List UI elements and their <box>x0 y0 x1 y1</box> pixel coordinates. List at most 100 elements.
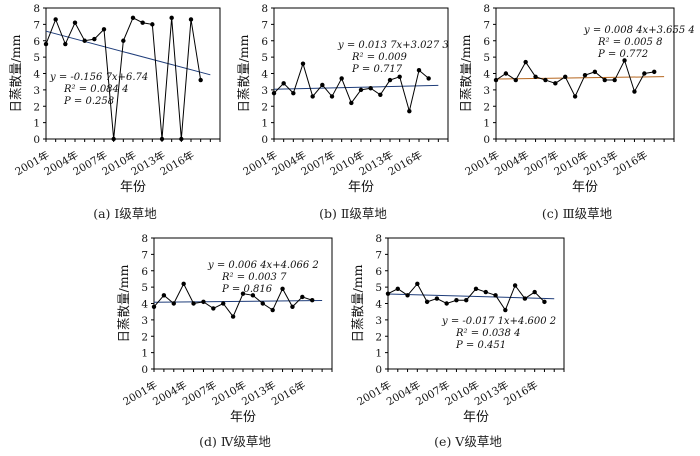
regression-annotation: y = 0.013 7x+3.027 3 <box>337 40 449 51</box>
data-point <box>378 92 383 97</box>
data-point <box>512 283 518 288</box>
data-point <box>533 74 538 79</box>
y-tick-label: 3 <box>483 85 490 97</box>
y-tick-label: 0 <box>375 364 382 376</box>
data-point <box>513 77 518 83</box>
data-point <box>159 136 165 142</box>
y-tick-label: 7 <box>141 249 148 261</box>
series-line <box>387 282 545 312</box>
data-point <box>291 90 296 96</box>
panel-caption: (c) Ⅲ级草地 <box>542 206 613 221</box>
y-tick-label: 6 <box>141 266 148 278</box>
data-point <box>281 81 286 86</box>
y-tick-label: 2 <box>483 101 490 113</box>
data-point <box>532 289 537 295</box>
regression-annotation: R² = 0.038 4 <box>455 328 520 339</box>
data-point <box>198 77 203 83</box>
y-tick-label: 8 <box>483 3 490 15</box>
data-point <box>339 76 344 81</box>
data-point <box>320 82 325 88</box>
y-tick-label: 2 <box>261 101 268 113</box>
data-point <box>188 17 194 22</box>
y-tick-label: 4 <box>483 69 490 81</box>
x-tick-label: 2016年 <box>269 378 308 408</box>
data-point <box>493 293 498 298</box>
y-tick-label: 1 <box>141 348 148 360</box>
data-point <box>464 298 469 303</box>
data-point <box>230 314 236 319</box>
x-axis-label: 年份 <box>348 180 374 195</box>
chart-panel-e: 0123456782001年2004年2007年2010年2013年2016年日… <box>350 233 565 449</box>
data-point <box>426 76 431 81</box>
regression-annotation: P = 0.258 <box>63 96 114 107</box>
data-point <box>493 77 499 83</box>
y-tick-label: 2 <box>33 101 40 113</box>
data-point <box>582 72 588 78</box>
y-tick-label: 0 <box>141 364 148 376</box>
data-point <box>358 87 364 93</box>
data-point <box>150 22 155 27</box>
regression-annotation: R² = 0.003 7 <box>221 272 287 283</box>
regression-annotation: R² = 0.009 <box>351 52 408 63</box>
data-point <box>260 301 265 306</box>
data-point <box>542 299 547 305</box>
data-point <box>171 301 176 306</box>
data-point <box>92 36 97 42</box>
data-point <box>523 59 528 65</box>
data-point <box>612 77 617 83</box>
trend-line <box>45 30 211 76</box>
data-point <box>454 298 459 303</box>
data-point <box>572 94 578 99</box>
data-point <box>503 71 509 76</box>
y-tick-label: 7 <box>261 19 268 31</box>
data-point <box>385 291 391 296</box>
data-point <box>211 306 216 311</box>
data-point <box>415 281 420 287</box>
y-tick-label: 3 <box>141 315 148 327</box>
y-tick-label: 4 <box>261 69 268 81</box>
y-tick-label: 8 <box>33 3 40 15</box>
x-tick-label: 2016年 <box>611 148 650 178</box>
data-point <box>329 94 335 99</box>
y-tick-label: 6 <box>261 36 268 48</box>
y-tick-label: 5 <box>483 52 490 64</box>
data-point <box>43 41 49 47</box>
y-axis-label: 日蒸散量/mm <box>236 34 251 112</box>
y-axis-label: 日蒸散量/mm <box>8 34 23 112</box>
y-tick-label: 1 <box>375 348 382 360</box>
data-point <box>240 291 246 296</box>
data-point <box>181 281 186 287</box>
regression-annotation: R² = 0.005 8 <box>597 37 662 48</box>
y-tick-label: 0 <box>261 134 268 146</box>
data-point <box>434 296 440 301</box>
data-point <box>310 94 315 99</box>
data-point <box>397 74 402 79</box>
data-point <box>416 68 422 73</box>
data-point <box>290 304 295 309</box>
y-tick-label: 8 <box>375 233 382 245</box>
regression-annotation: y = 0.008 4x+3.655 4 <box>583 25 695 36</box>
data-point <box>368 86 373 91</box>
data-point <box>395 286 400 291</box>
y-tick-label: 6 <box>375 266 382 278</box>
data-point <box>602 77 607 83</box>
data-point <box>140 20 145 25</box>
y-tick-label: 3 <box>261 85 268 97</box>
data-point <box>130 15 136 21</box>
y-tick-label: 4 <box>33 69 40 81</box>
data-point <box>553 81 558 86</box>
data-point <box>300 61 306 66</box>
y-tick-label: 5 <box>141 282 148 294</box>
data-point <box>543 77 548 83</box>
x-tick-label: 2016年 <box>501 378 540 408</box>
data-point <box>82 38 87 43</box>
y-tick-label: 5 <box>33 52 40 64</box>
y-tick-label: 0 <box>483 134 490 146</box>
trend-line <box>495 76 665 80</box>
data-point <box>161 293 167 298</box>
x-axis-label: 年份 <box>120 180 146 195</box>
data-point <box>503 307 508 313</box>
y-tick-label: 1 <box>483 118 490 130</box>
data-point <box>522 296 528 301</box>
